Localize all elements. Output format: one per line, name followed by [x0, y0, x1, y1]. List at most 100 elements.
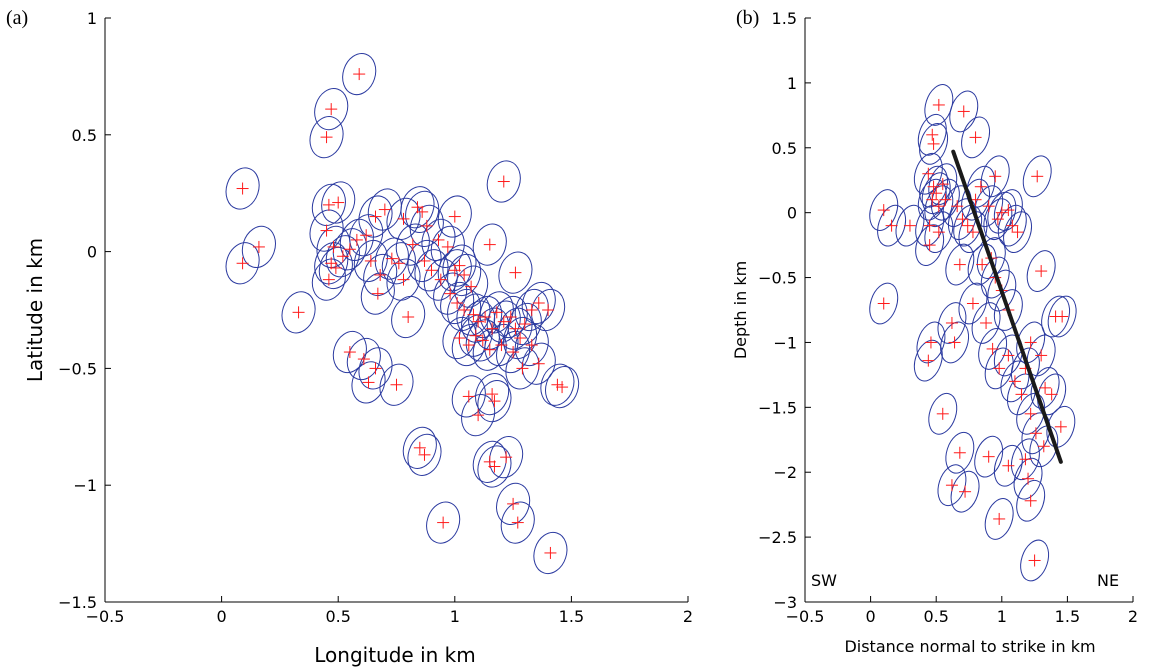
error-ellipse: [980, 256, 1010, 299]
data-point-marker: [325, 103, 338, 116]
data-point-marker: [986, 342, 999, 355]
error-ellipse: [309, 116, 344, 159]
data-point-marker: [497, 175, 510, 188]
data-point-marker: [556, 381, 569, 394]
x-tick-label: 1.5: [1055, 607, 1080, 626]
data-point-marker: [532, 357, 545, 370]
data-point-marker: [923, 239, 936, 252]
data-point-marker: [476, 334, 489, 347]
data-point-marker: [903, 219, 916, 232]
data-point-marker: [490, 306, 503, 319]
error-ellipse: [402, 426, 437, 469]
error-ellipse: [367, 188, 402, 231]
data-point-marker: [542, 304, 555, 316]
data-point-marker: [974, 180, 987, 193]
data-point-marker: [511, 516, 524, 529]
data-point-marker: [930, 187, 943, 200]
data-point-marker: [516, 362, 529, 375]
panel-b-label: (b): [736, 7, 759, 29]
error-ellipse: [472, 440, 507, 483]
error-ellipse: [353, 239, 388, 283]
data-point-marker: [525, 304, 538, 316]
data-point-marker: [392, 257, 405, 270]
error-ellipse: [937, 302, 967, 344]
data-point-marker: [525, 339, 538, 352]
data-point-marker: [507, 346, 520, 359]
data-point-marker: [982, 450, 995, 463]
error-ellipse: [937, 464, 967, 507]
panel-a-data-layer: [225, 52, 580, 575]
y-tick-label: −3: [773, 593, 797, 612]
error-ellipse: [997, 204, 1027, 247]
data-point-marker: [1045, 388, 1058, 401]
data-point-marker: [320, 131, 333, 144]
error-ellipse: [423, 258, 458, 301]
data-point-marker: [497, 315, 510, 328]
error-ellipse: [971, 302, 1001, 344]
data-point-marker: [936, 178, 949, 191]
x-tick-label: 1: [997, 607, 1007, 626]
data-point-marker: [507, 497, 520, 510]
data-point-marker: [458, 304, 471, 316]
error-ellipse: [921, 172, 951, 215]
data-point-marker: [462, 390, 475, 403]
data-point-marker: [514, 332, 527, 345]
error-ellipse: [919, 123, 949, 165]
data-point-marker: [397, 273, 410, 286]
data-point-marker: [991, 213, 1004, 226]
error-ellipse: [895, 204, 925, 247]
data-point-marker: [488, 460, 501, 473]
data-point-marker: [1008, 375, 1021, 388]
y-tick-label: 0.5: [772, 139, 797, 158]
error-ellipse: [958, 282, 988, 325]
error-ellipse: [974, 435, 1004, 478]
data-point-marker: [532, 296, 545, 309]
data-point-marker: [432, 233, 445, 246]
y-tick-label: 0: [787, 204, 797, 223]
error-ellipse: [461, 394, 496, 437]
error-ellipse: [349, 214, 384, 257]
data-point-marker: [413, 441, 426, 454]
data-point-marker: [969, 131, 982, 144]
data-point-marker: [1011, 226, 1024, 239]
y-tick-label: −1: [73, 476, 97, 495]
y-tick-label: 0.5: [72, 126, 97, 145]
error-ellipse: [545, 366, 580, 409]
data-point-marker: [956, 213, 969, 226]
data-point-marker: [453, 259, 466, 272]
data-point-marker: [1035, 265, 1048, 278]
data-point-marker: [369, 362, 382, 375]
data-point-marker: [472, 409, 485, 422]
data-point-marker: [390, 378, 403, 391]
error-ellipse: [1003, 211, 1033, 254]
error-ellipse: [407, 433, 442, 476]
data-point-marker: [357, 353, 370, 366]
error-ellipse: [917, 113, 947, 156]
x-tick-label: −0.5: [786, 607, 825, 626]
x-tick-label: 0.5: [325, 607, 350, 626]
data-point-marker: [980, 316, 993, 329]
error-ellipse: [421, 218, 456, 261]
x-tick-label: 0: [866, 607, 876, 626]
data-point-marker: [1006, 219, 1019, 232]
data-point-marker: [350, 233, 363, 246]
data-point-marker: [462, 339, 475, 352]
data-point-marker: [483, 455, 496, 468]
data-point-marker: [1019, 453, 1032, 466]
error-ellipse: [514, 288, 549, 332]
error-ellipse: [498, 251, 533, 294]
y-tick-label: −1.5: [758, 398, 797, 417]
error-ellipse: [437, 195, 472, 238]
error-ellipse: [949, 90, 979, 133]
data-point-marker: [411, 201, 424, 214]
data-point-marker: [374, 268, 387, 281]
error-ellipse: [945, 431, 975, 474]
data-point-marker: [877, 297, 890, 310]
data-point-marker: [504, 311, 517, 324]
data-point-marker: [467, 308, 480, 321]
error-ellipse: [987, 191, 1017, 234]
data-point-marker: [486, 388, 499, 401]
error-ellipse: [1047, 295, 1077, 338]
data-point-marker: [1024, 336, 1037, 349]
data-point-marker: [948, 336, 961, 349]
